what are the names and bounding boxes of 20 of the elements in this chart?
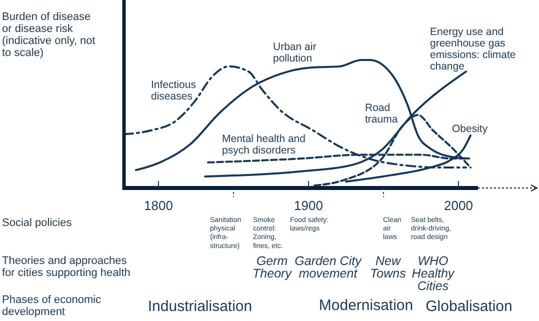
text: Industrialisation xyxy=(148,298,252,315)
text: New Towns xyxy=(370,254,406,280)
text: Theories and approaches for cities supporting health xyxy=(2,255,130,279)
text: Phases of economic development xyxy=(2,294,102,318)
text: Modernisation xyxy=(318,297,414,314)
series-label: Obesity xyxy=(452,123,488,135)
text: Globalisation xyxy=(426,298,512,315)
text: Social policies xyxy=(2,217,72,229)
x-tick-label: 1900 xyxy=(294,198,323,213)
series-label: Urban air pollution xyxy=(273,41,317,64)
y-axis-title: Burden of disease or disease risk (indicative only, not to scale) xyxy=(2,11,96,59)
x-tick-label: 2000 xyxy=(444,198,473,213)
x-tick-label: 1800 xyxy=(144,198,173,213)
series-label: Infectious diseases xyxy=(151,79,196,102)
series-label: Mental health and psych disorders xyxy=(222,133,306,156)
series-label: Road trauma xyxy=(365,102,398,126)
text: Germ Theory xyxy=(252,254,292,280)
text: Garden City movement xyxy=(294,254,362,280)
text: WHO Healthy Cities xyxy=(412,254,455,293)
series-label: Energy use and greenhouse gas emissions: climate change xyxy=(430,26,516,72)
